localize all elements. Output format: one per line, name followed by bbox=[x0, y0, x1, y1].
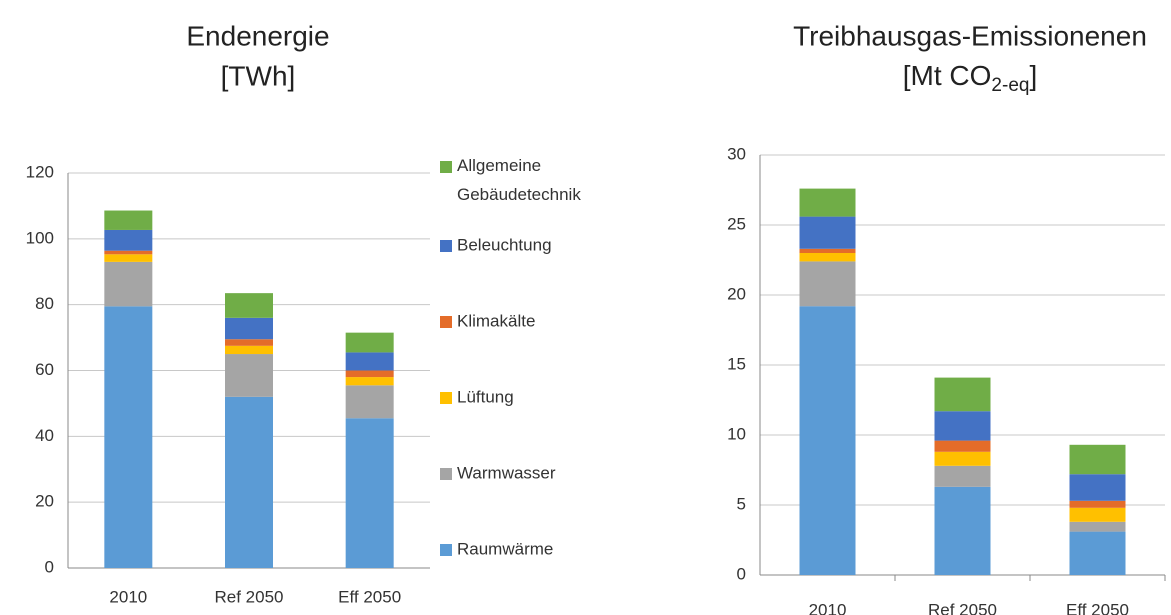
y-tick-label: 30 bbox=[727, 144, 746, 163]
bar-segment bbox=[345, 377, 394, 386]
bar-segment bbox=[1069, 444, 1126, 475]
y-tick-label: 40 bbox=[35, 426, 54, 445]
y-tick-label: 25 bbox=[727, 214, 746, 233]
bar-segment bbox=[225, 345, 273, 355]
legend-swatch bbox=[440, 240, 452, 252]
y-tick-label: 120 bbox=[26, 162, 54, 181]
bar-segment bbox=[934, 411, 991, 441]
bar-segment bbox=[1069, 531, 1126, 575]
y-tick-label: 0 bbox=[45, 557, 54, 576]
bar-segment bbox=[934, 377, 991, 412]
legend-label: Klimakälte bbox=[457, 311, 535, 330]
y-tick-label: 15 bbox=[727, 354, 746, 373]
y-tick-label: 20 bbox=[35, 492, 54, 511]
y-tick-label: 20 bbox=[727, 284, 746, 303]
y-tick-label: 80 bbox=[35, 294, 54, 313]
bar-segment bbox=[934, 465, 991, 487]
x-tick-label: Eff 2050 bbox=[1066, 600, 1129, 615]
bar-segment bbox=[104, 229, 153, 251]
x-tick-label: Ref 2050 bbox=[215, 587, 284, 606]
y-tick-label: 60 bbox=[35, 360, 54, 379]
bar-segment bbox=[799, 261, 856, 307]
legend-swatch bbox=[440, 544, 452, 556]
chart-title: Treibhausgas-Emissionenen bbox=[793, 20, 1147, 51]
bar-segment bbox=[104, 210, 153, 230]
bar-segment bbox=[225, 339, 273, 346]
bar-segment bbox=[345, 352, 394, 371]
bar-segment bbox=[799, 306, 856, 575]
bar-segment bbox=[225, 354, 273, 397]
bar-segment bbox=[1069, 507, 1126, 522]
x-tick-label: 2010 bbox=[809, 600, 847, 615]
bar-segment bbox=[799, 253, 856, 262]
legend-label: Beleuchtung bbox=[457, 235, 552, 254]
legend-label: Raumwärme bbox=[457, 539, 553, 558]
x-tick-label: Eff 2050 bbox=[338, 587, 401, 606]
subtitle-subscript: 2-eq bbox=[991, 75, 1029, 96]
bar-segment bbox=[345, 385, 394, 419]
bar-segment bbox=[934, 440, 991, 452]
bar-segment bbox=[104, 254, 153, 262]
bar-segment bbox=[345, 332, 394, 353]
bar-segment bbox=[1069, 500, 1126, 508]
legend-label: Warmwasser bbox=[457, 463, 556, 482]
legend-swatch bbox=[440, 316, 452, 328]
bar-segment bbox=[799, 216, 856, 249]
y-tick-label: 10 bbox=[727, 424, 746, 443]
bar-segment bbox=[934, 451, 991, 466]
subtitle-text: [Mt CO bbox=[903, 60, 992, 91]
bar-segment bbox=[1069, 474, 1126, 501]
bar-segment bbox=[799, 248, 856, 253]
legend-swatch bbox=[440, 468, 452, 480]
chart-subtitle: [Mt CO2-eq] bbox=[903, 60, 1037, 96]
bar-segment bbox=[104, 306, 153, 568]
bar-segment bbox=[345, 418, 394, 568]
bar-segment bbox=[225, 293, 273, 318]
legend-swatch bbox=[440, 392, 452, 404]
x-tick-label: Ref 2050 bbox=[928, 600, 997, 615]
y-tick-label: 0 bbox=[737, 564, 746, 583]
x-tick-label: 2010 bbox=[109, 587, 147, 606]
bar-segment bbox=[345, 370, 394, 378]
chart-subtitle: [TWh] bbox=[221, 60, 296, 91]
legend-label: Allgemeine Gebäudetechnik bbox=[457, 156, 581, 204]
bar-segment bbox=[225, 396, 273, 568]
bar-segment bbox=[225, 317, 273, 340]
bar-segment bbox=[799, 188, 856, 217]
y-tick-label: 5 bbox=[737, 494, 746, 513]
y-tick-label: 100 bbox=[26, 228, 54, 247]
subtitle-tail: ] bbox=[1029, 60, 1037, 91]
legend-label: Lüftung bbox=[457, 387, 514, 406]
bar-segment bbox=[1069, 521, 1126, 532]
legend-swatch bbox=[440, 161, 452, 173]
bar-segment bbox=[104, 261, 153, 307]
bar-segment bbox=[104, 250, 153, 255]
bar-segment bbox=[934, 486, 991, 575]
chart-title: Endenergie bbox=[186, 20, 329, 51]
